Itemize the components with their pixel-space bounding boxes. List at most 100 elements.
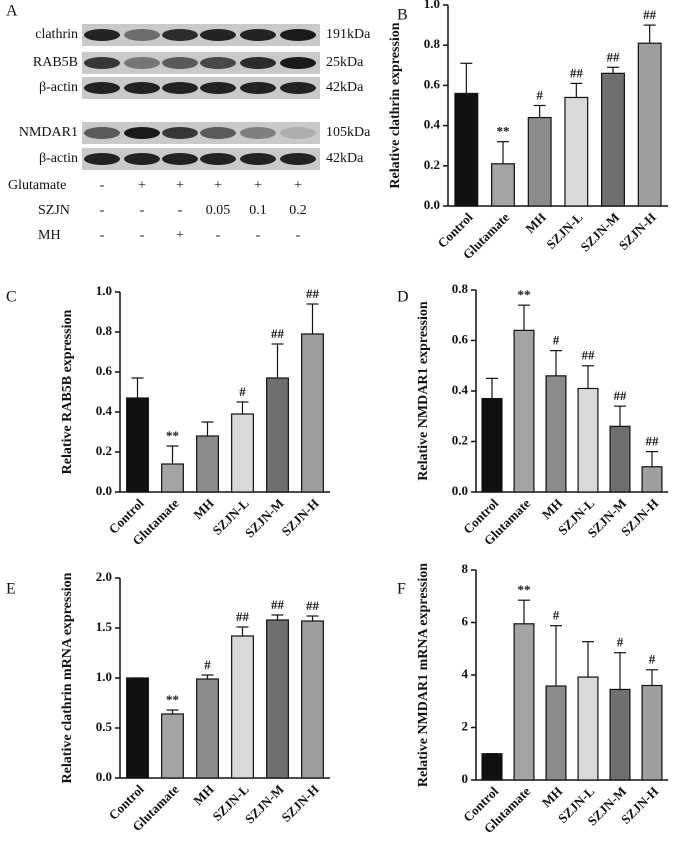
significance-label: ## <box>646 434 660 449</box>
error-bar <box>306 615 319 621</box>
y-tick-label: 1.0 <box>96 669 112 684</box>
blot-band <box>124 127 160 139</box>
panel-label: E <box>6 581 16 598</box>
y-tick-label: 0.8 <box>96 323 113 338</box>
x-tick-label: SZJN-H <box>616 210 659 253</box>
error-bar <box>643 24 656 44</box>
y-tick-label: 0.4 <box>424 117 441 132</box>
blot-row-label: NMDAR1 <box>19 125 78 140</box>
bar <box>601 72 625 207</box>
blot-size-label: 42kDa <box>326 80 364 95</box>
significance-label: ** <box>518 582 531 597</box>
blot-band <box>200 153 236 165</box>
blot-size-label: 191kDa <box>326 27 371 42</box>
bar <box>527 116 552 207</box>
blot-band <box>162 82 198 94</box>
treatment-mark: + <box>138 178 146 193</box>
significance-label: # <box>239 384 246 399</box>
error-bar <box>518 599 530 624</box>
x-tick-label: SZJN-M <box>242 496 287 541</box>
error-bar <box>550 625 562 687</box>
error-bar <box>271 343 284 378</box>
blot-band <box>280 127 316 139</box>
y-axis-title: Relative NMDAR1 expression <box>416 301 431 481</box>
treatment-mark: - <box>140 203 145 218</box>
significance-label: ## <box>643 7 657 22</box>
blot-band <box>200 82 236 94</box>
treatment-mark: - <box>216 228 221 243</box>
error-bar <box>486 377 498 399</box>
y-tick-label: 0.6 <box>424 76 441 91</box>
treatment-mark: + <box>294 178 302 193</box>
significance-label: ## <box>607 49 621 64</box>
blot-band <box>280 29 316 41</box>
significance-label: ** <box>518 287 531 302</box>
y-tick-label: 0.2 <box>452 432 468 447</box>
blot-band <box>240 153 276 165</box>
blot-band <box>280 153 316 165</box>
error-bar <box>131 377 144 398</box>
bar <box>301 333 324 493</box>
blot-band <box>240 82 276 94</box>
treatment-mark: - <box>296 228 301 243</box>
y-tick-label: 0.0 <box>96 483 112 498</box>
bar <box>545 375 567 493</box>
x-tick-label: MH <box>190 496 216 522</box>
significance-label: # <box>553 608 560 623</box>
y-tick-label: 0.8 <box>452 281 469 296</box>
treatment-label: MH <box>38 228 61 243</box>
treatment-mark: 0.2 <box>289 203 307 218</box>
bar <box>577 387 599 493</box>
blot-band <box>162 57 198 69</box>
bar <box>126 677 149 779</box>
treatment-mark: - <box>140 228 145 243</box>
treatment-mark: + <box>254 178 262 193</box>
significance-label: # <box>553 333 560 348</box>
bar <box>161 713 184 779</box>
bar <box>491 163 515 207</box>
blot-band <box>84 127 120 139</box>
y-tick-label: 0.8 <box>424 36 441 51</box>
blot-band <box>84 153 120 165</box>
blot-band <box>124 57 160 69</box>
y-axis-title: Relative RAB5B expression <box>60 309 75 474</box>
significance-label: # <box>204 657 211 672</box>
y-tick-label: 6 <box>462 613 469 628</box>
error-bar <box>607 66 619 74</box>
x-tick-label: SZJN-H <box>278 496 321 539</box>
blot-band <box>162 29 198 41</box>
error-bar <box>271 614 284 620</box>
y-tick-label: 0.0 <box>424 197 440 212</box>
error-bar <box>614 405 626 427</box>
y-tick-label: 0.2 <box>424 157 440 172</box>
x-tick-label: MH <box>539 496 565 522</box>
blot-band <box>240 57 276 69</box>
blot-band <box>200 29 236 41</box>
blot-band <box>124 153 160 165</box>
blot-band <box>84 29 120 41</box>
bar <box>577 676 599 781</box>
treatment-mark: + <box>214 178 222 193</box>
y-axis-title: Relative NMDAR1 mRNA expression <box>416 563 431 787</box>
significance-label: ## <box>614 388 628 403</box>
blot-row-label: RAB5B <box>33 55 78 70</box>
error-bar <box>201 674 214 679</box>
blot-row-label: β-actin <box>39 80 78 95</box>
treatment-mark: - <box>100 228 105 243</box>
blot-band <box>84 57 120 69</box>
treatment-mark: + <box>176 228 184 243</box>
treatment-mark: 0.1 <box>249 203 267 218</box>
significance-label: ## <box>271 597 285 612</box>
significance-label: ## <box>306 598 320 613</box>
error-bar <box>550 350 562 376</box>
bar <box>126 397 149 493</box>
blot-band <box>84 82 120 94</box>
error-bar <box>497 141 509 164</box>
y-tick-label: 0.6 <box>96 363 113 378</box>
treatment-mark: - <box>256 228 261 243</box>
bar <box>266 619 289 779</box>
error-bar <box>201 421 214 436</box>
treatment-mark: - <box>178 203 183 218</box>
error-bar <box>582 365 594 389</box>
panel-label: D <box>397 289 409 306</box>
